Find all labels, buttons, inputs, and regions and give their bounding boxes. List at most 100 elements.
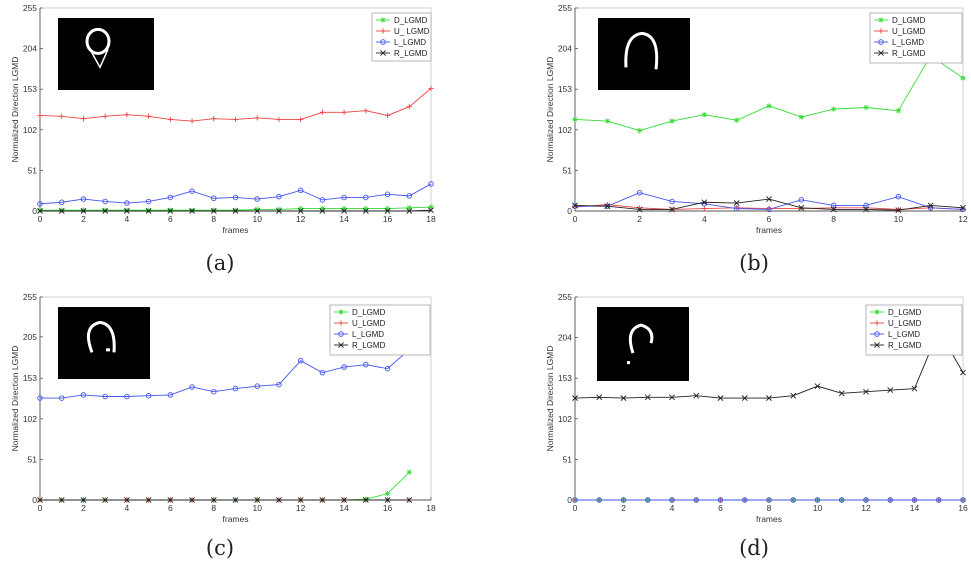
data-point bbox=[80, 116, 87, 122]
data-point bbox=[211, 116, 217, 122]
data-point bbox=[298, 116, 304, 123]
data-point bbox=[254, 383, 260, 389]
data-point bbox=[830, 202, 837, 209]
data-point bbox=[693, 392, 700, 399]
data-point bbox=[596, 394, 603, 401]
data-point bbox=[960, 75, 966, 81]
legend-marker bbox=[338, 331, 344, 337]
data-point bbox=[297, 208, 304, 214]
data-point bbox=[363, 108, 369, 114]
data-point bbox=[254, 497, 261, 503]
data-point bbox=[596, 497, 603, 503]
data-point bbox=[37, 395, 43, 401]
data-point bbox=[831, 106, 837, 112]
data-point bbox=[406, 205, 412, 211]
subfigure-caption: (b) bbox=[739, 251, 769, 275]
data-point bbox=[363, 206, 369, 212]
data-point bbox=[102, 208, 109, 214]
y-axis-label: Normalized Direction LGMD bbox=[10, 57, 20, 163]
x-tick-label: 6 bbox=[718, 503, 723, 513]
data-point bbox=[232, 194, 239, 201]
data-point bbox=[428, 204, 434, 210]
y-tick-label: 153 bbox=[23, 373, 37, 383]
data-point bbox=[911, 497, 918, 503]
data-point bbox=[428, 85, 434, 92]
data-point bbox=[863, 206, 869, 213]
data-point bbox=[254, 206, 260, 213]
x-tick-label: 14 bbox=[910, 503, 920, 513]
x-tick-label: 8 bbox=[767, 503, 772, 513]
legend-box bbox=[869, 12, 963, 64]
chart-panel-a: 0 51 102 153 204 255 0 2 4 6 8 10 12 14 16 18 frames Norm… bbox=[10, 3, 436, 275]
x-tick-label: 16 bbox=[383, 214, 393, 224]
data-point bbox=[863, 497, 869, 503]
data-point bbox=[895, 193, 902, 200]
data-point bbox=[297, 357, 304, 364]
data-point bbox=[830, 206, 837, 213]
legend-marker bbox=[878, 28, 884, 34]
data-point bbox=[210, 208, 217, 214]
data-point bbox=[254, 115, 260, 121]
legend: D_LGMD U_LGMD L_LGMD R_LGMD bbox=[869, 12, 963, 64]
x-tick-label: 6 bbox=[168, 503, 173, 513]
legend-label: L_LGMD bbox=[892, 38, 924, 47]
data-point bbox=[276, 116, 282, 123]
data-point bbox=[37, 112, 43, 119]
data-point bbox=[146, 207, 152, 213]
x-tick-label: 10 bbox=[252, 214, 262, 224]
y-tick-label: 205 bbox=[23, 332, 37, 342]
legend-label: D_LGMD bbox=[352, 308, 386, 317]
data-point bbox=[895, 207, 902, 214]
legend-marker bbox=[338, 342, 344, 348]
data-point bbox=[669, 198, 675, 205]
data-point bbox=[838, 390, 845, 397]
data-point bbox=[701, 112, 707, 118]
data-point bbox=[620, 497, 627, 503]
data-point bbox=[210, 497, 217, 503]
data-point bbox=[102, 497, 109, 503]
y-tick-label: 153 bbox=[558, 84, 572, 94]
y-tick-label: 204 bbox=[558, 44, 572, 54]
data-point bbox=[572, 203, 578, 209]
data-point bbox=[636, 206, 643, 213]
y-tick-label: 153 bbox=[558, 373, 572, 383]
y-axis-label: Normalized Direction LGMD bbox=[545, 346, 555, 452]
data-point bbox=[384, 497, 391, 503]
data-point bbox=[620, 395, 627, 402]
data-point bbox=[887, 497, 894, 503]
series-line-ulgmd bbox=[39, 88, 432, 122]
data-point bbox=[102, 113, 108, 119]
data-point bbox=[406, 193, 413, 199]
data-point bbox=[123, 497, 130, 503]
chart-panel-c: 0 51 102 153 205 255 0 2 4 6 8 10 12 14 16 18 frames Norm… bbox=[10, 292, 436, 560]
data-point bbox=[102, 393, 108, 400]
data-point bbox=[604, 203, 611, 210]
data-point bbox=[798, 114, 804, 120]
data-point bbox=[298, 206, 304, 212]
data-point bbox=[363, 361, 369, 368]
legend-label: R_LGMD bbox=[892, 49, 926, 58]
inset-shape bbox=[628, 323, 654, 354]
y-axis-label: Normalized Direction LGMD bbox=[10, 346, 20, 452]
data-point bbox=[960, 497, 966, 503]
data-point bbox=[927, 202, 934, 209]
legend-marker bbox=[878, 50, 884, 56]
inset-shape bbox=[86, 320, 116, 353]
subfigure-caption: (c) bbox=[206, 536, 234, 560]
data-point bbox=[167, 194, 174, 201]
x-tick-label: 10 bbox=[252, 503, 262, 513]
x-tick-label: 0 bbox=[573, 214, 578, 224]
subfigure-caption: (d) bbox=[739, 536, 769, 560]
data-point bbox=[790, 392, 797, 399]
data-point bbox=[814, 383, 821, 390]
x-tick-label: 2 bbox=[621, 503, 626, 513]
data-point bbox=[384, 491, 391, 497]
x-axis-label: frames bbox=[223, 514, 249, 524]
data-point bbox=[124, 200, 130, 206]
y-tick-label: 51 bbox=[563, 165, 573, 175]
legend-marker bbox=[874, 342, 880, 348]
data-point bbox=[276, 208, 282, 214]
data-point bbox=[102, 198, 108, 205]
data-point bbox=[644, 394, 651, 401]
data-point bbox=[839, 497, 845, 503]
